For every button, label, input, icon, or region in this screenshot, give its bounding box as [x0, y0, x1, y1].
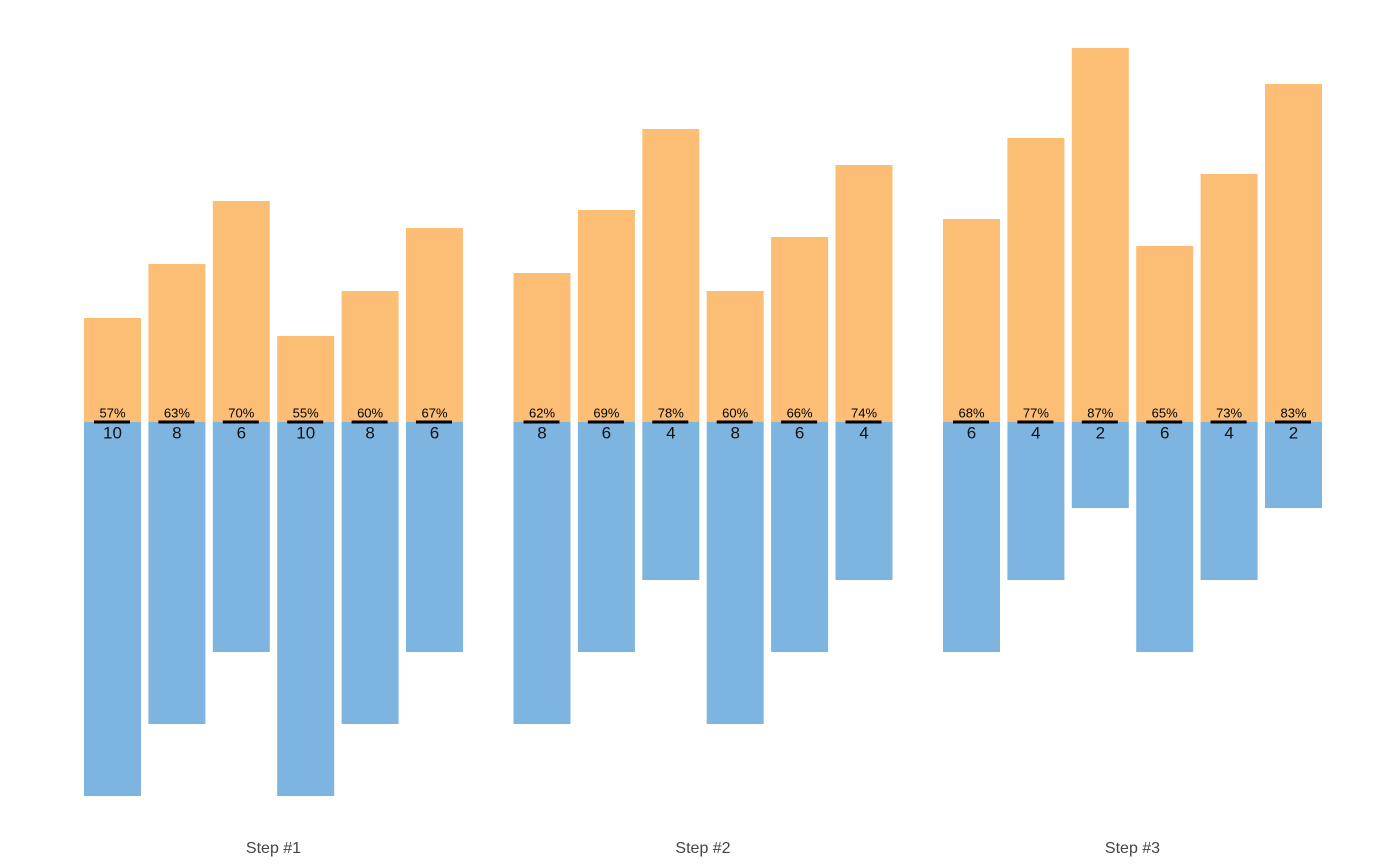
percent-label: 57%: [99, 405, 125, 420]
bar: [642, 129, 700, 422]
bar: [706, 291, 764, 422]
bar: [1265, 422, 1322, 508]
percent-label: 74%: [851, 405, 877, 420]
percent-label: 60%: [722, 405, 748, 420]
bar: [771, 422, 829, 652]
bar: [341, 291, 399, 422]
percent-label: 65%: [1152, 405, 1178, 420]
count-label: 2: [1096, 423, 1105, 442]
percent-label: 69%: [593, 405, 619, 420]
bar: [835, 422, 893, 580]
percent-label: 63%: [164, 405, 190, 420]
bar: [513, 422, 571, 724]
percent-label: 77%: [1023, 405, 1049, 420]
group-label: Step #2: [675, 840, 730, 857]
bar: [212, 201, 270, 422]
bar: [1136, 422, 1194, 652]
bar: [513, 273, 571, 422]
count-label: 8: [730, 423, 739, 442]
group-label: Step #1: [246, 840, 301, 857]
bar: [943, 219, 1000, 422]
percent-label: 66%: [787, 405, 813, 420]
bar: [1007, 422, 1065, 580]
bar: [1200, 174, 1258, 422]
count-label: 6: [795, 423, 804, 442]
bar: [642, 422, 700, 580]
bar: [406, 422, 463, 652]
bar: [148, 422, 206, 724]
percent-label: 83%: [1280, 405, 1306, 420]
count-label: 10: [296, 423, 315, 442]
count-label: 6: [430, 423, 439, 442]
count-label: 4: [1031, 423, 1040, 442]
bar: [577, 422, 635, 652]
bar: [706, 422, 764, 724]
bar: [406, 228, 463, 422]
count-label: 6: [967, 423, 976, 442]
bar: [277, 422, 335, 796]
percent-label: 55%: [293, 405, 319, 420]
group-label: Step #3: [1105, 840, 1160, 857]
count-label: 10: [103, 423, 122, 442]
percent-label: 78%: [658, 405, 684, 420]
percent-label: 67%: [421, 405, 447, 420]
percent-label: 87%: [1087, 405, 1113, 420]
count-label: 6: [1160, 423, 1169, 442]
bar: [148, 264, 206, 422]
count-label: 8: [172, 423, 181, 442]
count-label: 2: [1289, 423, 1298, 442]
count-label: 4: [859, 423, 868, 442]
bar: [84, 422, 141, 796]
percent-label: 60%: [357, 405, 383, 420]
bar: [1200, 422, 1258, 580]
bar: [1071, 422, 1129, 508]
bar: [943, 422, 1000, 652]
percent-label: 73%: [1216, 405, 1242, 420]
bar: [577, 210, 635, 422]
count-label: 6: [602, 423, 611, 442]
bar: [1136, 246, 1194, 422]
percent-label: 62%: [529, 405, 555, 420]
count-label: 8: [365, 423, 374, 442]
percent-label: 68%: [958, 405, 984, 420]
count-label: 4: [666, 423, 675, 442]
bar: [835, 165, 893, 422]
bar: [771, 237, 829, 422]
bar: [84, 318, 141, 422]
bar: [341, 422, 399, 724]
bar: [1265, 84, 1322, 422]
count-label: 6: [237, 423, 246, 442]
bar: [212, 422, 270, 652]
bar: [277, 336, 335, 422]
bar: [1071, 48, 1129, 422]
percent-label: 70%: [228, 405, 254, 420]
count-label: 4: [1224, 423, 1233, 442]
bar: [1007, 138, 1065, 422]
count-label: 8: [537, 423, 546, 442]
